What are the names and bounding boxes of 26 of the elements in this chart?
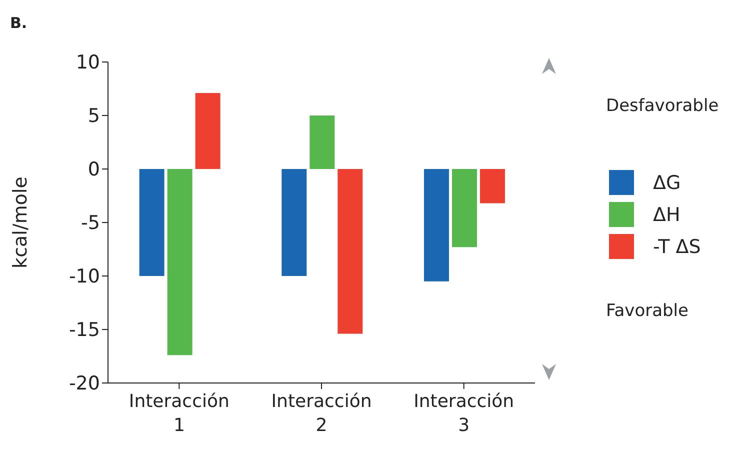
text: Desfavorable xyxy=(606,96,719,116)
y-axis-title: kcal/mole xyxy=(10,176,32,268)
bar xyxy=(338,169,363,334)
bar xyxy=(480,169,505,204)
x-tick-label: Interacción 1 xyxy=(128,391,230,436)
y-tick-label: -10 xyxy=(68,266,100,288)
bar xyxy=(167,169,192,356)
legend-label: -T ΔS xyxy=(653,236,701,258)
y-tick-label: -15 xyxy=(68,319,100,342)
legend-label: ΔH xyxy=(653,204,680,226)
bar xyxy=(452,169,477,248)
chart-title: B. xyxy=(10,14,28,32)
bar xyxy=(310,116,335,169)
bar xyxy=(282,169,307,276)
x-tick-label: Interacción 2 xyxy=(271,391,372,436)
y-tick-label: 5 xyxy=(88,105,100,128)
y-tick-label: -20 xyxy=(68,372,100,395)
bar xyxy=(139,169,164,276)
legend-label: ΔG xyxy=(653,172,681,194)
text: Favorable xyxy=(606,301,688,321)
y-tick-label: 0 xyxy=(88,158,100,181)
bar xyxy=(424,169,449,282)
y-tick-label: -5 xyxy=(81,212,100,234)
y-tick-label: 10 xyxy=(76,52,100,74)
bar xyxy=(195,93,220,169)
x-tick-label: Interacción 3 xyxy=(414,391,514,436)
